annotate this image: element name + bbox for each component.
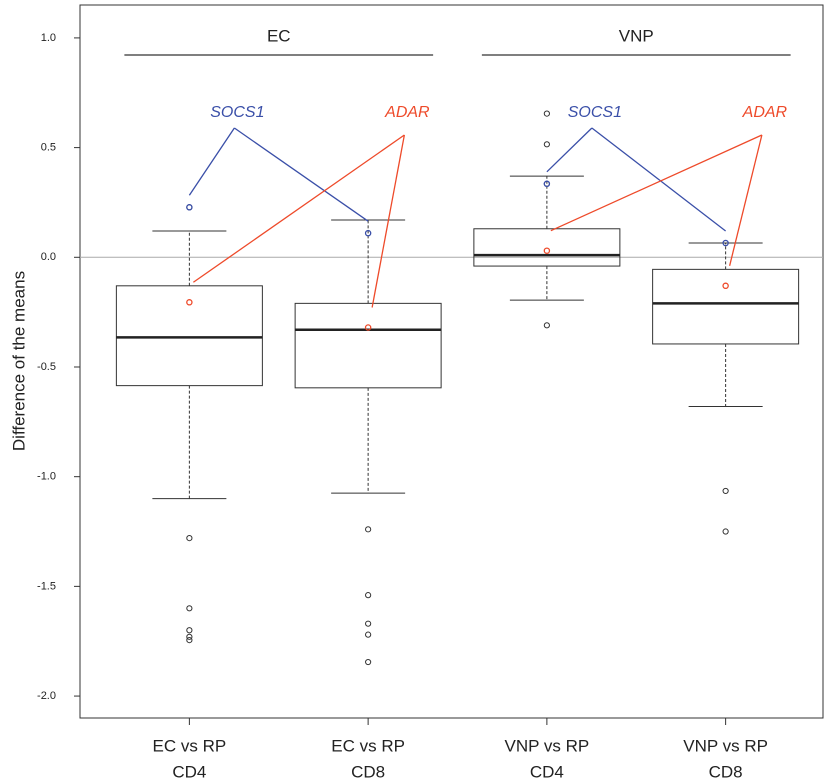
annotation-label: SOCS1	[210, 104, 264, 121]
annotation-line	[591, 127, 727, 232]
outlier	[543, 141, 550, 148]
annotation-label: ADAR	[742, 104, 788, 121]
highlight-point	[722, 282, 729, 290]
x-tick-label: CD8	[351, 762, 385, 781]
annotation-line	[371, 134, 406, 308]
outlier	[543, 110, 550, 117]
outlier	[722, 487, 729, 495]
highlight-point	[186, 204, 193, 211]
x-tick-label: VNP vs RP	[505, 736, 590, 755]
outlier	[365, 592, 372, 599]
y-tick-label: -1.0	[37, 471, 56, 483]
y-tick-label: -0.5	[37, 361, 56, 373]
plot-frame	[79, 4, 824, 719]
highlight-point	[364, 324, 372, 331]
x-tick-label: CD4	[530, 762, 564, 781]
annotation-label: SOCS1	[568, 104, 622, 121]
y-tick-label: 0.5	[41, 142, 56, 154]
outlier	[186, 605, 193, 612]
y-tick-label: -2.0	[37, 690, 56, 702]
box	[294, 302, 442, 389]
box	[652, 268, 800, 345]
group-label: EC	[267, 26, 291, 45]
x-tick-label: CD8	[709, 762, 743, 781]
y-tick-label: 1.0	[41, 32, 56, 44]
x-tick-label: VNP vs RP	[683, 736, 768, 755]
outlier	[186, 637, 193, 644]
outlier	[365, 631, 372, 638]
x-tick-label: CD4	[172, 762, 206, 781]
annotation-label: ADAR	[384, 104, 430, 121]
annotation-line	[546, 127, 593, 173]
x-tick-label: EC vs RP	[153, 736, 227, 755]
outlier	[186, 535, 193, 542]
highlight-point	[364, 229, 372, 237]
outlier	[186, 633, 193, 640]
outlier	[186, 627, 193, 634]
x-tick-label: EC vs RP	[331, 736, 405, 755]
annotation-line	[234, 127, 369, 222]
box	[473, 228, 621, 267]
outlier	[543, 322, 550, 329]
y-tick-label: 0.0	[41, 251, 56, 263]
annotation-line	[550, 134, 763, 232]
group-label: VNP	[619, 26, 654, 45]
highlight-point	[722, 239, 729, 247]
highlight-point	[543, 180, 551, 188]
y-axis-title: Difference of the means	[9, 271, 28, 451]
highlight-point	[543, 247, 551, 254]
outlier	[365, 620, 372, 627]
highlight-point	[186, 299, 193, 306]
annotation-line	[188, 127, 235, 196]
outlier	[722, 528, 729, 535]
box	[115, 285, 263, 387]
annotation-line	[193, 134, 405, 283]
y-tick-label: -1.5	[37, 580, 56, 592]
outlier	[365, 658, 372, 666]
outlier	[365, 526, 372, 533]
annotation-line	[728, 134, 763, 266]
